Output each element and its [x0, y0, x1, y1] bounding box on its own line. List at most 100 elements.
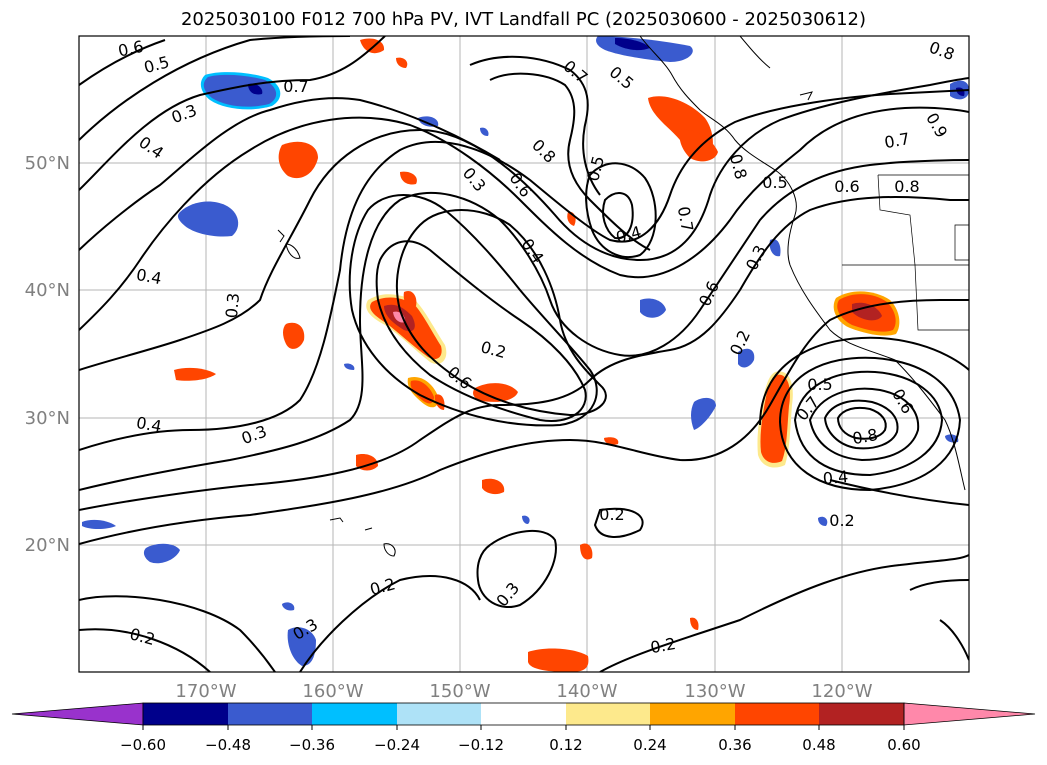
contour-label: 0.5	[606, 62, 638, 93]
lat-tick-label: 20°N	[25, 535, 70, 556]
pv-blob	[248, 83, 263, 95]
colorbar-segment	[650, 703, 735, 725]
contour-label: 0.6	[444, 362, 476, 393]
pv-blob	[691, 397, 716, 430]
colorbar-tick-label: −0.12	[458, 736, 504, 754]
contour-label: 0.9	[922, 109, 951, 141]
pv-blob	[852, 302, 882, 321]
lat-tick-label: 50°N	[25, 153, 70, 174]
pv-blob	[287, 627, 316, 666]
pv-blob	[480, 127, 489, 136]
contour-label: 0.2	[599, 505, 624, 524]
contour-label: 0.7	[674, 205, 697, 233]
pv-blob	[640, 298, 666, 318]
contour-label: 0.5	[762, 173, 787, 192]
contour-label: 0.4	[135, 265, 163, 288]
lon-tick-labels: 170°W 160°W 150°W 140°W 130°W 120°W	[175, 681, 872, 702]
pv-blob	[403, 290, 417, 308]
contour-label: 0.8	[927, 38, 957, 65]
contour-label: 0.5	[142, 52, 172, 77]
colorbar-segment	[397, 703, 481, 725]
contour-label: 0.4	[517, 235, 547, 267]
contour-label: 0.8	[894, 177, 919, 196]
colorbar-segment	[312, 703, 397, 725]
contour-label: 0.2	[128, 624, 158, 649]
lon-tick-label: 150°W	[429, 681, 490, 702]
pv-blob	[580, 543, 593, 560]
pv-blob	[473, 383, 518, 402]
pv-blob	[177, 201, 239, 237]
colorbar-tick-label: 0.48	[802, 736, 835, 754]
colorbar-ticks	[142, 725, 905, 730]
colorbar-tick-label: −0.48	[205, 736, 251, 754]
contour-label: 0.3	[169, 101, 199, 128]
colorbar-tick-label: −0.24	[374, 736, 420, 754]
contour-labels: 0.6 0.5 0.3 0.4 0.7 0.4 0.3 0.4 0.3 0.2 …	[116, 37, 957, 657]
contour-label: 0.3	[222, 292, 243, 319]
lon-tick-label: 130°W	[684, 681, 745, 702]
contour-label: 0.2	[649, 634, 677, 657]
contour-label: 0.2	[479, 337, 509, 362]
pv-blob	[818, 516, 828, 526]
colorbar-tick-label: 0.24	[633, 736, 666, 754]
lon-tick-label: 120°W	[811, 681, 872, 702]
lon-tick-label: 170°W	[175, 681, 236, 702]
colorbar-segment	[481, 703, 566, 725]
contour-label: 0.7	[283, 77, 308, 96]
pv-negative-anomalies	[82, 36, 969, 666]
contour-label: 0.8	[528, 135, 559, 166]
contour-label: 0.7	[792, 393, 823, 425]
pv-blob	[143, 543, 180, 564]
colorbar-tick-label: −0.36	[289, 736, 335, 754]
pv-blob	[690, 617, 699, 630]
figure-title: 2025030100 F012 700 hPa PV, IVT Landfall…	[180, 9, 867, 30]
colorbar-segment	[735, 703, 819, 725]
lat-tick-label: 30°N	[25, 408, 70, 429]
contour-label: 0.2	[368, 574, 398, 599]
lon-tick-label: 160°W	[302, 681, 363, 702]
contour-label: 0.3	[742, 242, 770, 273]
pv-blob	[482, 478, 505, 495]
colorbar: −0.60 −0.48 −0.36 −0.24 −0.12 0.12 0.24 …	[11, 702, 1036, 754]
contour-label: 0.6	[888, 385, 917, 417]
contour-label: 0.4	[135, 132, 167, 162]
contour-label: 0.2	[829, 511, 854, 530]
graticule	[79, 36, 969, 672]
pv-blob	[679, 129, 718, 162]
colorbar-tick-label: 0.60	[887, 736, 920, 754]
colorbar-segment	[566, 703, 650, 725]
pv-blob	[344, 363, 355, 370]
pv-blob	[400, 171, 417, 185]
colorbar-segment	[228, 703, 312, 725]
pv-blob	[174, 367, 216, 381]
colorbar-neg-extend	[11, 702, 144, 726]
lon-tick-label: 140°W	[556, 681, 617, 702]
lat-tick-labels: 50°N 40°N 30°N 20°N	[25, 153, 70, 556]
pv-blob	[396, 57, 408, 68]
contour-label: 0.8	[851, 425, 879, 448]
pv-blob	[82, 519, 116, 529]
contour-label: 0.4	[135, 413, 163, 436]
colorbar-tick-label: 0.36	[718, 736, 751, 754]
contour-label: 0.6	[834, 177, 859, 196]
pv-blob	[522, 515, 530, 524]
pv-blob	[528, 648, 589, 672]
lat-tick-label: 40°N	[25, 280, 70, 301]
contour-label: 0.8	[726, 152, 751, 182]
contour-label: 0.7	[883, 129, 911, 152]
pv-blob	[615, 38, 650, 51]
pv-blob	[434, 394, 445, 410]
contour-label: 0.4	[822, 467, 849, 488]
pv-blob	[769, 239, 781, 257]
colorbar-pos-extend	[903, 702, 1036, 726]
colorbar-tick-labels: −0.60 −0.48 −0.36 −0.24 −0.12 0.12 0.24 …	[120, 736, 921, 754]
colorbar-tick-label: −0.60	[120, 736, 166, 754]
contour-label: 0.6	[505, 169, 535, 201]
colorbar-frame	[142, 702, 905, 726]
colorbar-segment	[819, 703, 904, 725]
pv-blob	[418, 116, 439, 127]
colorbar-tick-label: 0.12	[549, 736, 582, 754]
pv-blob	[283, 322, 305, 349]
pv-blob	[738, 348, 755, 368]
pv-blob	[410, 380, 434, 404]
